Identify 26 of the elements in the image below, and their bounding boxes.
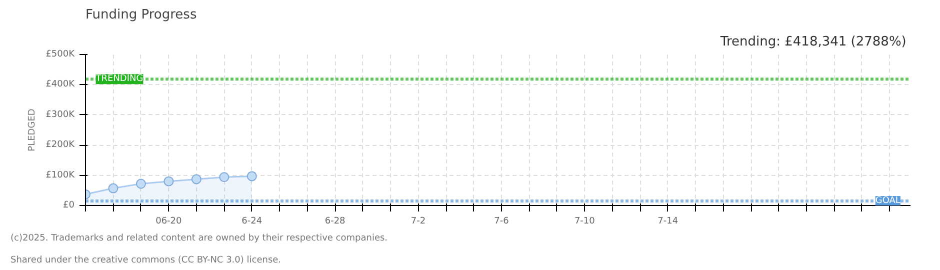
x-tick-label: 6-28 <box>324 216 346 226</box>
x-tick-label: 7-2 <box>410 216 426 226</box>
ref-line-label: TRENDING <box>94 74 144 84</box>
y-tick-label: £400K <box>46 80 76 90</box>
chart-title: Funding Progress <box>86 8 197 22</box>
point <box>136 178 146 189</box>
x-tick-label: 6-24 <box>242 216 262 226</box>
point <box>191 174 202 184</box>
x-tick-label: 7-14 <box>658 216 678 226</box>
point <box>246 171 257 182</box>
y-tick-label: £0 <box>63 200 75 210</box>
text: Shared under the creative commons (CC BY-NC 3.0) license. <box>10 256 282 266</box>
y-tick-label: £200K <box>46 140 76 150</box>
y-tick-label: £100K <box>46 170 76 180</box>
x-tick-label: 7-10 <box>574 216 596 226</box>
y-tick-label: £500K <box>46 50 76 60</box>
point <box>219 172 230 182</box>
text: (c)2025. Trademarks and related content are owned by their respective companies. <box>10 234 388 244</box>
chart-subtitle: Trending: £418,341 (2788%) <box>719 34 906 50</box>
point <box>164 176 174 186</box>
x-tick-label: 7-6 <box>494 216 510 226</box>
point <box>108 183 118 194</box>
y-tick-label: £300K <box>46 110 76 120</box>
x-tick-label: 06-20 <box>156 216 182 226</box>
ref-line-label: GOAL <box>875 196 900 206</box>
y-axis-title: PLEDGED <box>28 108 38 152</box>
